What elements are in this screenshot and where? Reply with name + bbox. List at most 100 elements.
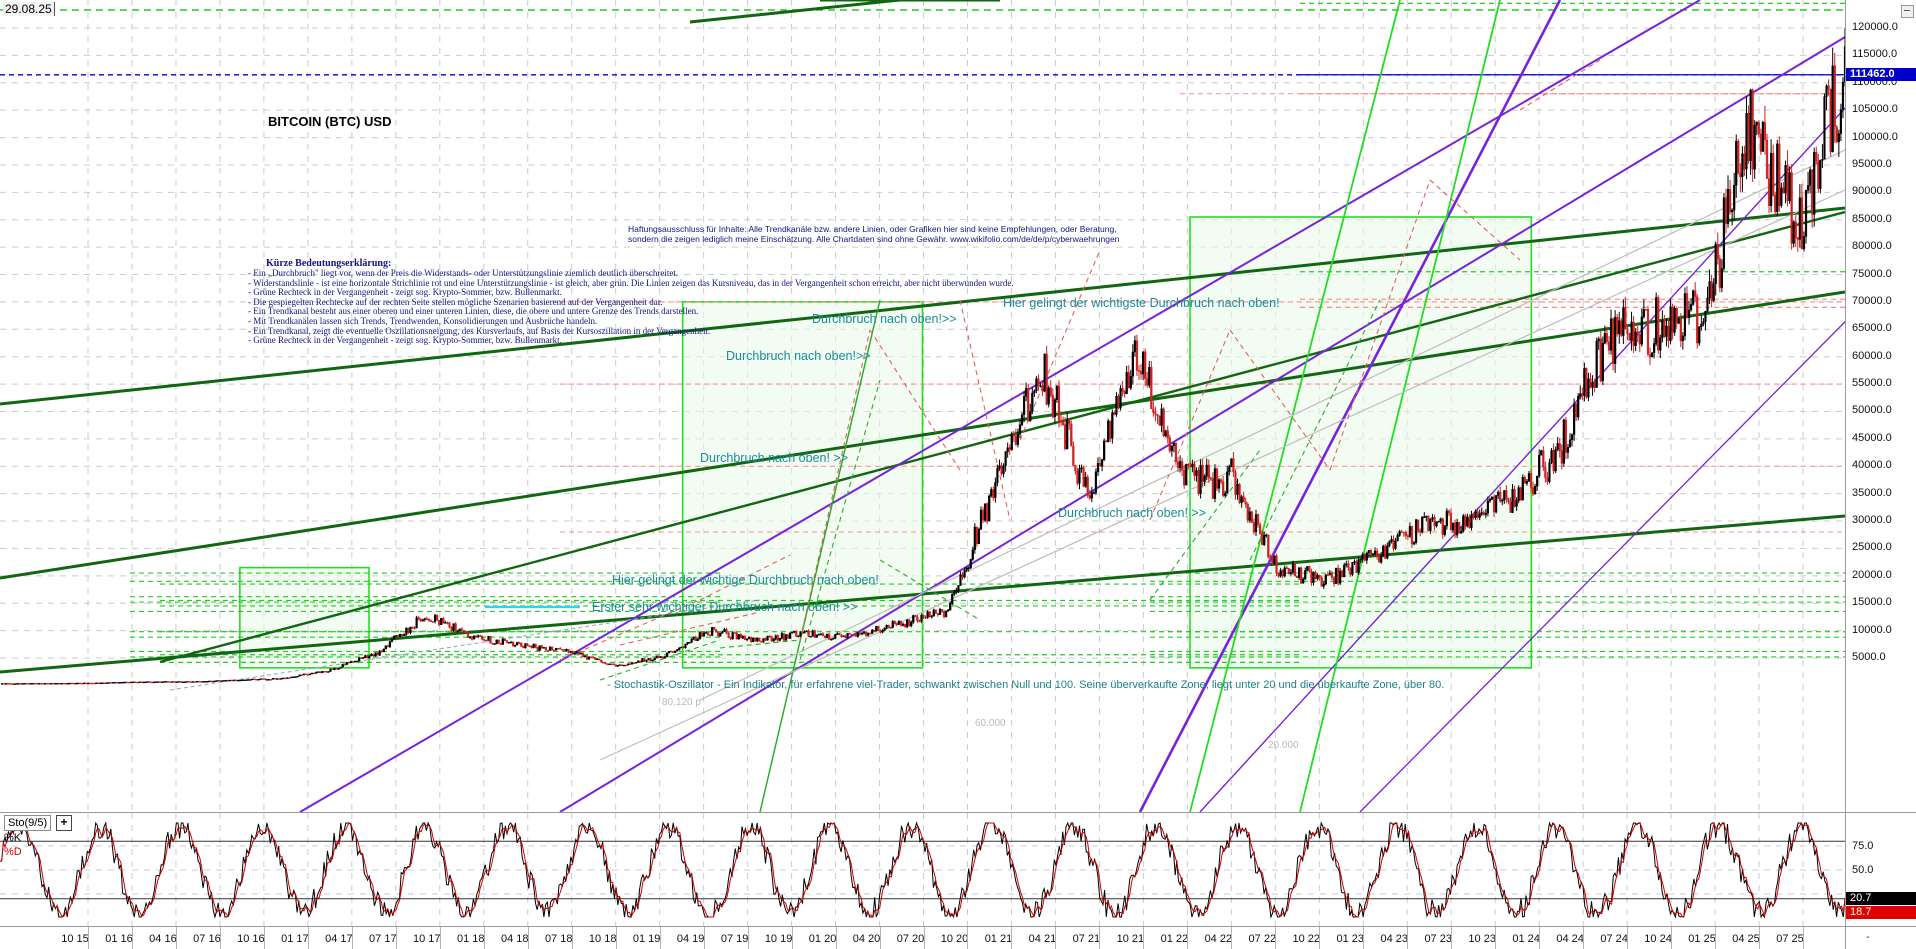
candle-body xyxy=(612,663,615,666)
candle-body xyxy=(649,658,652,662)
oscillator-plot-area[interactable] xyxy=(0,813,1845,927)
candle-body xyxy=(1195,470,1198,476)
candle-body xyxy=(91,682,94,685)
candle-body xyxy=(1232,458,1235,473)
candle-body xyxy=(1589,378,1592,388)
time-axis-tick: 01 21 xyxy=(984,933,1013,945)
candle-body xyxy=(302,673,305,676)
candle-body xyxy=(1478,513,1481,518)
candle-body xyxy=(236,679,240,682)
time-axis-tick: 07 16 xyxy=(193,933,221,945)
candle-body xyxy=(918,620,921,623)
candle-body xyxy=(899,621,903,626)
candle-body xyxy=(386,645,389,648)
candle-body xyxy=(1010,434,1013,450)
candle-body xyxy=(259,678,262,680)
candle-body xyxy=(419,619,422,621)
candle-body xyxy=(711,627,714,636)
candle-body xyxy=(955,590,958,593)
candle-body xyxy=(210,680,213,683)
candle-body xyxy=(1839,109,1842,134)
candle-body xyxy=(1047,387,1050,405)
price-axis[interactable]: 120000.0 115000.0 110000.0 105000.0 100000.0… xyxy=(1845,0,1916,812)
candle-body xyxy=(932,609,935,617)
collapse-icon[interactable] xyxy=(1901,5,1914,18)
candle-body xyxy=(598,658,601,661)
candle-body xyxy=(778,638,781,641)
candle-body xyxy=(323,671,326,673)
candle-body xyxy=(1154,412,1157,415)
chart-annotation: Hier gelingt der wichtige Durchbruch nac… xyxy=(612,573,879,587)
candle-body xyxy=(1770,153,1773,206)
candle-body xyxy=(1492,496,1496,513)
candle-body xyxy=(553,650,556,652)
candle-body xyxy=(226,679,229,682)
candle-body xyxy=(1193,463,1196,476)
bull-market-box xyxy=(681,301,924,669)
price-axis-tick: 5000.0 xyxy=(1852,651,1886,663)
candle-body xyxy=(782,633,786,641)
candle-body xyxy=(41,683,45,685)
candle-body xyxy=(528,645,531,647)
legend-line: - Die gespiegelten Rechtecke auf der rec… xyxy=(248,296,663,307)
candle-body xyxy=(1689,304,1693,311)
candle-body xyxy=(657,655,660,658)
candle-body xyxy=(1761,122,1765,152)
candle-body xyxy=(52,682,55,685)
candle-body xyxy=(136,681,139,684)
candle-body xyxy=(608,663,611,665)
candle-body xyxy=(869,633,872,635)
trend-green-dashed xyxy=(799,379,881,661)
candle-body xyxy=(873,629,876,632)
candle-body xyxy=(1597,338,1600,342)
expand-indicator-button[interactable]: + xyxy=(56,815,72,831)
candle-body xyxy=(1033,390,1036,394)
time-axis-tick: 04 25 xyxy=(1732,933,1760,945)
candle-body xyxy=(150,681,153,684)
candle-body xyxy=(674,650,677,653)
candle-body xyxy=(360,657,363,659)
candle-body xyxy=(1414,519,1418,543)
candle-body xyxy=(852,634,855,636)
price-axis-tick: 20000.0 xyxy=(1852,568,1892,581)
price-axis-tick: 95000.0 xyxy=(1852,157,1892,170)
candle-body xyxy=(1423,516,1426,518)
candle-body xyxy=(124,681,127,684)
candle-body xyxy=(914,615,917,618)
candle-body xyxy=(483,639,486,641)
candle-body xyxy=(1679,318,1682,342)
candle-body xyxy=(1408,526,1412,537)
candle-body xyxy=(76,682,80,685)
candle-body xyxy=(425,618,428,620)
candle-body xyxy=(372,653,375,657)
time-axis-tick: 10 15 xyxy=(61,933,89,945)
price-axis-tick: 35000.0 xyxy=(1852,486,1892,499)
candle-body xyxy=(1648,354,1652,358)
candle-body xyxy=(1271,557,1274,564)
time-axis-tick: 10 16 xyxy=(237,933,265,945)
candle-body xyxy=(405,627,408,635)
candle-body xyxy=(300,674,303,676)
candle-body xyxy=(1531,487,1535,495)
oscillator-axis[interactable]: 75.0 50.0 20.7 18.7 xyxy=(1845,813,1916,927)
price-plot-area[interactable] xyxy=(0,0,1845,812)
candle-body xyxy=(799,632,802,637)
candle-body xyxy=(1002,465,1005,475)
candle-body xyxy=(189,681,192,683)
candle-body xyxy=(1585,367,1588,398)
time-axis-tick: 01 18 xyxy=(457,933,485,945)
time-axis[interactable]: 10 15 01 16 04 16 07 16 10 16 01 17 04 17 07 17… xyxy=(0,926,1916,949)
indicator-name-chip[interactable]: Sto(9/5) xyxy=(4,815,52,831)
candle-body xyxy=(466,631,470,638)
time-axis-separator xyxy=(967,927,969,949)
price-plot-svg xyxy=(0,0,1845,812)
candle-body xyxy=(830,638,833,641)
candle-body xyxy=(606,663,609,666)
time-axis-tick: 10 17 xyxy=(413,933,441,945)
candle-body xyxy=(1119,388,1122,409)
candle-body xyxy=(1406,535,1409,537)
candle-body xyxy=(1004,451,1007,467)
legend-line: - Widerstandslinie - ist eine horizontal… xyxy=(248,277,1014,288)
candle-body xyxy=(1673,308,1676,333)
